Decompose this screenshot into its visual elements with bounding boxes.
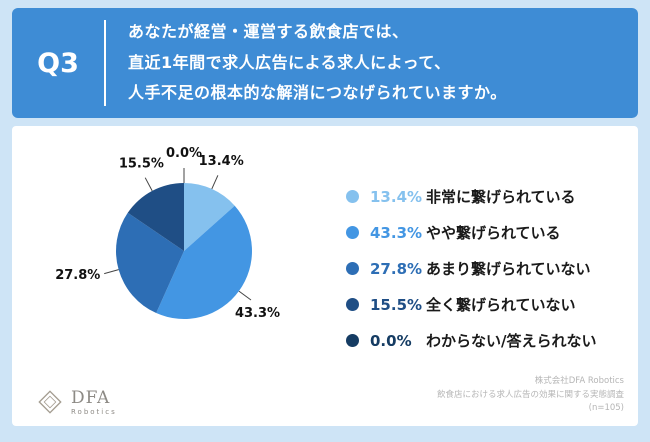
pie-slice-0	[184, 183, 235, 251]
legend-label-0: 非常に繋げられている	[426, 188, 576, 206]
legend-row-0: 13.4% 非常に繋げられている	[346, 186, 596, 207]
pie-percent-label-1: 43.3%	[235, 306, 280, 321]
pie-slice-3	[127, 183, 184, 251]
footer: DFA Robotics 株式会社DFA Robotics 飲食店における求人広…	[12, 375, 638, 426]
legend-label-4: わからない/答えられない	[426, 332, 597, 350]
logo-text-block: DFA Robotics	[71, 388, 117, 416]
pie-percent-label-2: 27.8%	[55, 268, 100, 283]
legend-label-3: 全く繋げられていない	[426, 296, 576, 314]
credit-line-1: 株式会社DFA Robotics	[534, 376, 624, 387]
logo-subtext: Robotics	[71, 408, 117, 416]
credit-line-2: 飲食店における求人広告の効果に関する実態調査	[436, 389, 624, 400]
legend-percent-4: 0.0%	[370, 331, 412, 350]
legend-dot-4	[346, 334, 359, 347]
logo-diamond-icon	[38, 390, 62, 414]
question-text: あなたが経営・運営する飲食店では、 直近1年間で求人広告による求人によって、 人…	[106, 17, 507, 108]
question-line-1: あなたが経営・運営する飲食店では、	[128, 22, 409, 42]
pie-percent-label-4: 0.0%	[166, 146, 202, 161]
question-number: Q3	[37, 47, 79, 79]
header-divider	[104, 20, 106, 106]
question-line-2: 直近1年間で求人広告による求人によって、	[128, 52, 451, 72]
legend: 13.4% 非常に繋げられている 43.3% やや繋げられている 27.8% あまり繋げら…	[346, 186, 596, 351]
question-header: Q3 あなたが経営・運営する飲食店では、 直近1年間で求人広告による求人によって…	[12, 8, 638, 118]
pie-slice-1	[156, 205, 252, 319]
pie-percent-label-0: 13.4%	[199, 154, 244, 169]
logo-text: DFA	[71, 388, 111, 408]
legend-dot-3	[346, 298, 359, 311]
legend-row-4: 0.0% わからない/答えられない	[346, 330, 596, 351]
chart-card: 13.4% 43.3% 27.8% 15.5% 0.0% 13.4% 非常に繋げられている…	[12, 126, 638, 426]
survey-credit: 株式会社DFA Robotics 飲食店における求人広告の効果に関する実態調査 …	[437, 375, 624, 416]
pie-leader-line-3	[144, 177, 153, 192]
legend-label-2: あまり繋げられていない	[426, 260, 591, 278]
legend-row-2: 27.8% あまり繋げられていない	[346, 258, 596, 279]
legend-percent-1: 43.3%	[370, 223, 423, 242]
legend-dot-1	[346, 226, 359, 239]
legend-dot-2	[346, 262, 359, 275]
legend-dot-0	[346, 190, 359, 203]
pie-chart: 13.4% 43.3% 27.8% 15.5%0.0%	[55, 146, 280, 321]
legend-row-1: 43.3% やや繋げられている	[346, 222, 596, 243]
legend-percent-2: 27.8%	[370, 259, 423, 278]
chart-area: 13.4% 43.3% 27.8% 15.5% 0.0% 13.4% 非常に繋げられている…	[12, 126, 638, 351]
pie-percent-label-3: 15.5%	[119, 157, 164, 172]
legend-percent-3: 15.5%	[370, 295, 423, 314]
dfa-robotics-logo: DFA Robotics	[36, 388, 117, 416]
pie-leader-line-2	[104, 269, 119, 275]
legend-percent-0: 13.4%	[370, 187, 423, 206]
legend-label-1: やや繋げられている	[426, 224, 561, 242]
question-line-3: 人手不足の根本的な解消につなげられていますか。	[128, 83, 507, 103]
pie-leader-line-0	[211, 175, 219, 190]
credit-line-3: (n=105)	[588, 403, 624, 414]
pie-leader-line-1	[238, 290, 252, 301]
legend-row-3: 15.5% 全く繋げられていない	[346, 294, 596, 315]
page: Q3 あなたが経営・運営する飲食店では、 直近1年間で求人広告による求人によって…	[0, 8, 650, 426]
pie-slice-2	[116, 212, 184, 314]
